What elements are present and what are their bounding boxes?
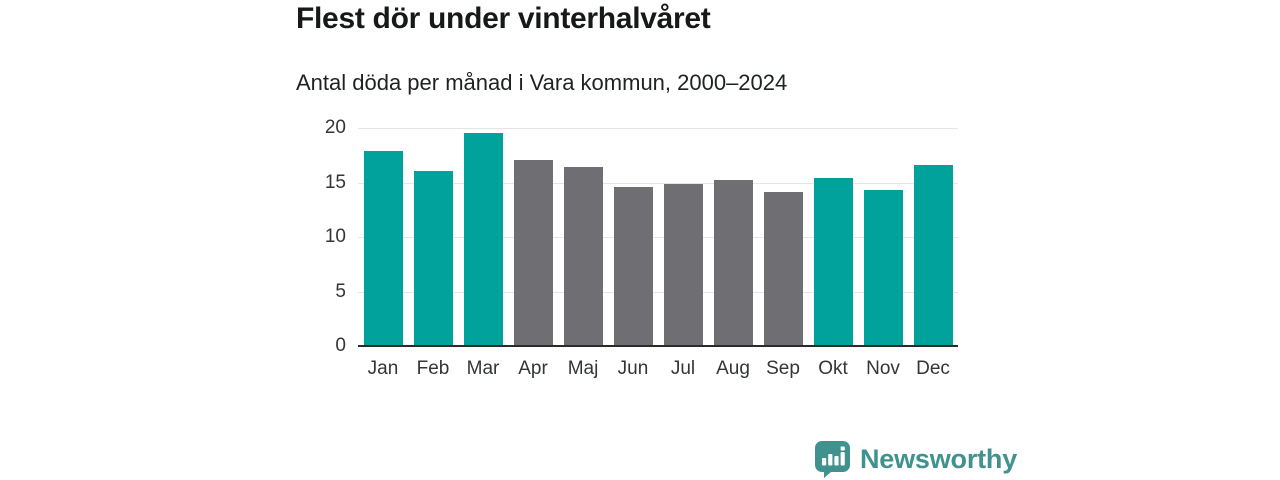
y-tick-0: 0: [335, 335, 346, 356]
bar-okt: [813, 178, 853, 346]
brand-name: Newsworthy: [860, 443, 1018, 474]
x-tick-label-mar: Mar: [466, 358, 500, 379]
y-axis: 20 15 10 5 0: [290, 117, 346, 356]
bar-slot-feb: [408, 128, 458, 346]
bar-jul: [663, 183, 703, 346]
x-tick-label-nov: Nov: [866, 358, 900, 379]
bar-slot-nov: [858, 128, 908, 346]
bar-aug: [713, 180, 753, 346]
bar-jan: [363, 150, 403, 346]
gridline-20: [358, 128, 958, 129]
x-tick-label-feb: Feb: [416, 358, 450, 379]
x-tick-label-dec: Dec: [916, 358, 950, 379]
bar-apr: [513, 159, 553, 346]
gridline-10: [358, 237, 958, 238]
bar-slot-mar: [458, 128, 508, 346]
x-axis-line: [358, 345, 958, 347]
bar-slot-jan: [358, 128, 408, 346]
bar-nov: [863, 190, 903, 346]
bar-slot-dec: [908, 128, 958, 346]
chart-title: Flest dör under vinterhalvåret: [296, 2, 711, 35]
bar-slot-apr: [508, 128, 558, 346]
gridline-5: [358, 291, 958, 293]
bar-mar: [463, 133, 503, 346]
bar-slot-aug: [708, 128, 758, 346]
plot-area: [358, 128, 958, 346]
x-tick-label-jul: Jul: [670, 358, 696, 379]
gridline-15: [358, 182, 958, 184]
bar-dec: [913, 165, 953, 346]
y-tick-10: 10: [324, 226, 346, 247]
x-tick-label-okt: Okt: [818, 358, 848, 379]
y-tick-20: 20: [324, 117, 346, 138]
bar-slot-sep: [758, 128, 808, 346]
x-tick-label-aug: Aug: [716, 358, 750, 379]
chart-subtitle: Antal döda per månad i Vara kommun, 2000…: [296, 70, 788, 95]
x-tick-label-jun: Jun: [617, 358, 649, 379]
y-tick-5: 5: [335, 280, 346, 302]
x-tick-label-sep: Sep: [766, 358, 800, 379]
bar-chart-speech-bubble-icon: [815, 441, 850, 478]
x-tick-label-maj: Maj: [567, 358, 599, 379]
bar-feb: [413, 170, 453, 346]
bar-jun: [613, 186, 653, 346]
bar-slot-jun: [608, 128, 658, 346]
x-tick-label-apr: Apr: [518, 358, 548, 379]
y-tick-15: 15: [324, 171, 346, 193]
bar-slot-maj: [558, 128, 608, 346]
bar-maj: [563, 167, 603, 346]
bar-slot-okt: [808, 128, 858, 346]
brand-logo: Newsworthy: [814, 440, 1017, 478]
bar-sep: [763, 192, 803, 346]
x-axis-labels: Jan Feb Mar Apr Maj Jun Jul Aug Sep Okt Nov Dec: [358, 358, 958, 380]
bar-slot-jul: [658, 128, 708, 346]
x-tick-label-jan: Jan: [367, 358, 399, 379]
